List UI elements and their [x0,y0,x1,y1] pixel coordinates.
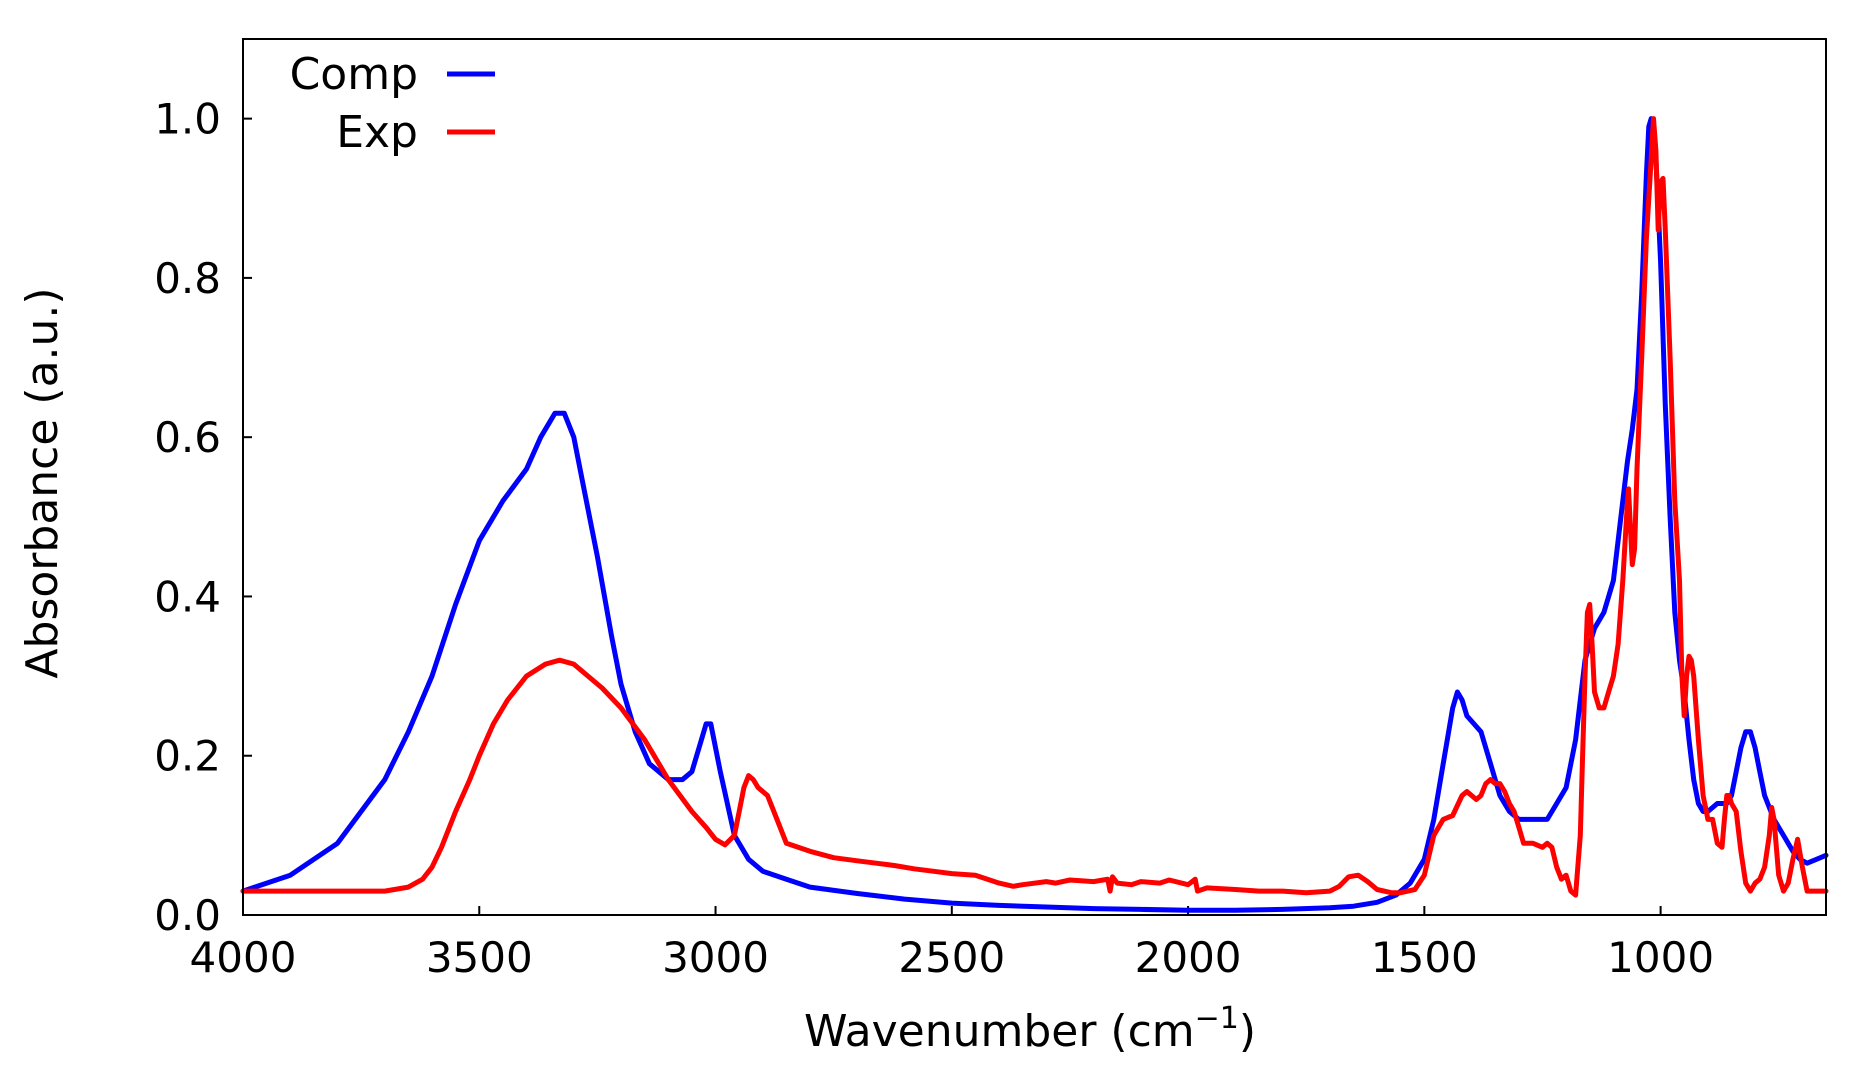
y-axis-label-group: Absorbance (a.u.) [17,287,68,678]
x-axis-label-group: Wavenumber (cm−1) [804,1001,1256,1057]
x-tick-label: 1500 [1371,933,1478,982]
series-layer [240,116,1829,913]
y-tick-label: 0.2 [154,732,221,781]
y-tick-label: 0.6 [154,413,221,462]
x-tick-label: 2500 [898,933,1005,982]
y-tick-label: 0.4 [154,572,221,621]
x-tick-label: 4000 [190,933,297,982]
series-line-comp [240,116,1829,913]
y-tick-label: 0.8 [154,254,221,303]
y-tick-label: 0.0 [154,891,221,940]
x-axis-label: Wavenumber (cm−1) [804,1001,1256,1057]
x-axis-label-close: ) [1239,1006,1256,1057]
x-axis-label-main: Wavenumber (cm [804,1006,1195,1057]
x-axis-label-superscript: −1 [1195,1001,1239,1036]
legend-label-exp: Exp [336,107,418,158]
plot-frame [242,38,1827,916]
x-tick-label: 2000 [1135,933,1242,982]
y-axis-label: Absorbance (a.u.) [17,287,68,678]
legend-label-comp: Comp [290,49,418,100]
legend: Comp Exp [290,49,495,158]
x-tick-label: 3500 [426,933,533,982]
y-tick-label: 1.0 [154,95,221,144]
x-axis-ticks: 4000 3500 3000 2500 2000 1500 1000 [190,906,1714,982]
y-axis-ticks: 0.0 0.2 0.4 0.6 0.8 1.0 [154,95,252,940]
series-line-exp [240,116,1829,898]
x-tick-label: 3000 [662,933,769,982]
x-tick-label: 1000 [1607,933,1714,982]
